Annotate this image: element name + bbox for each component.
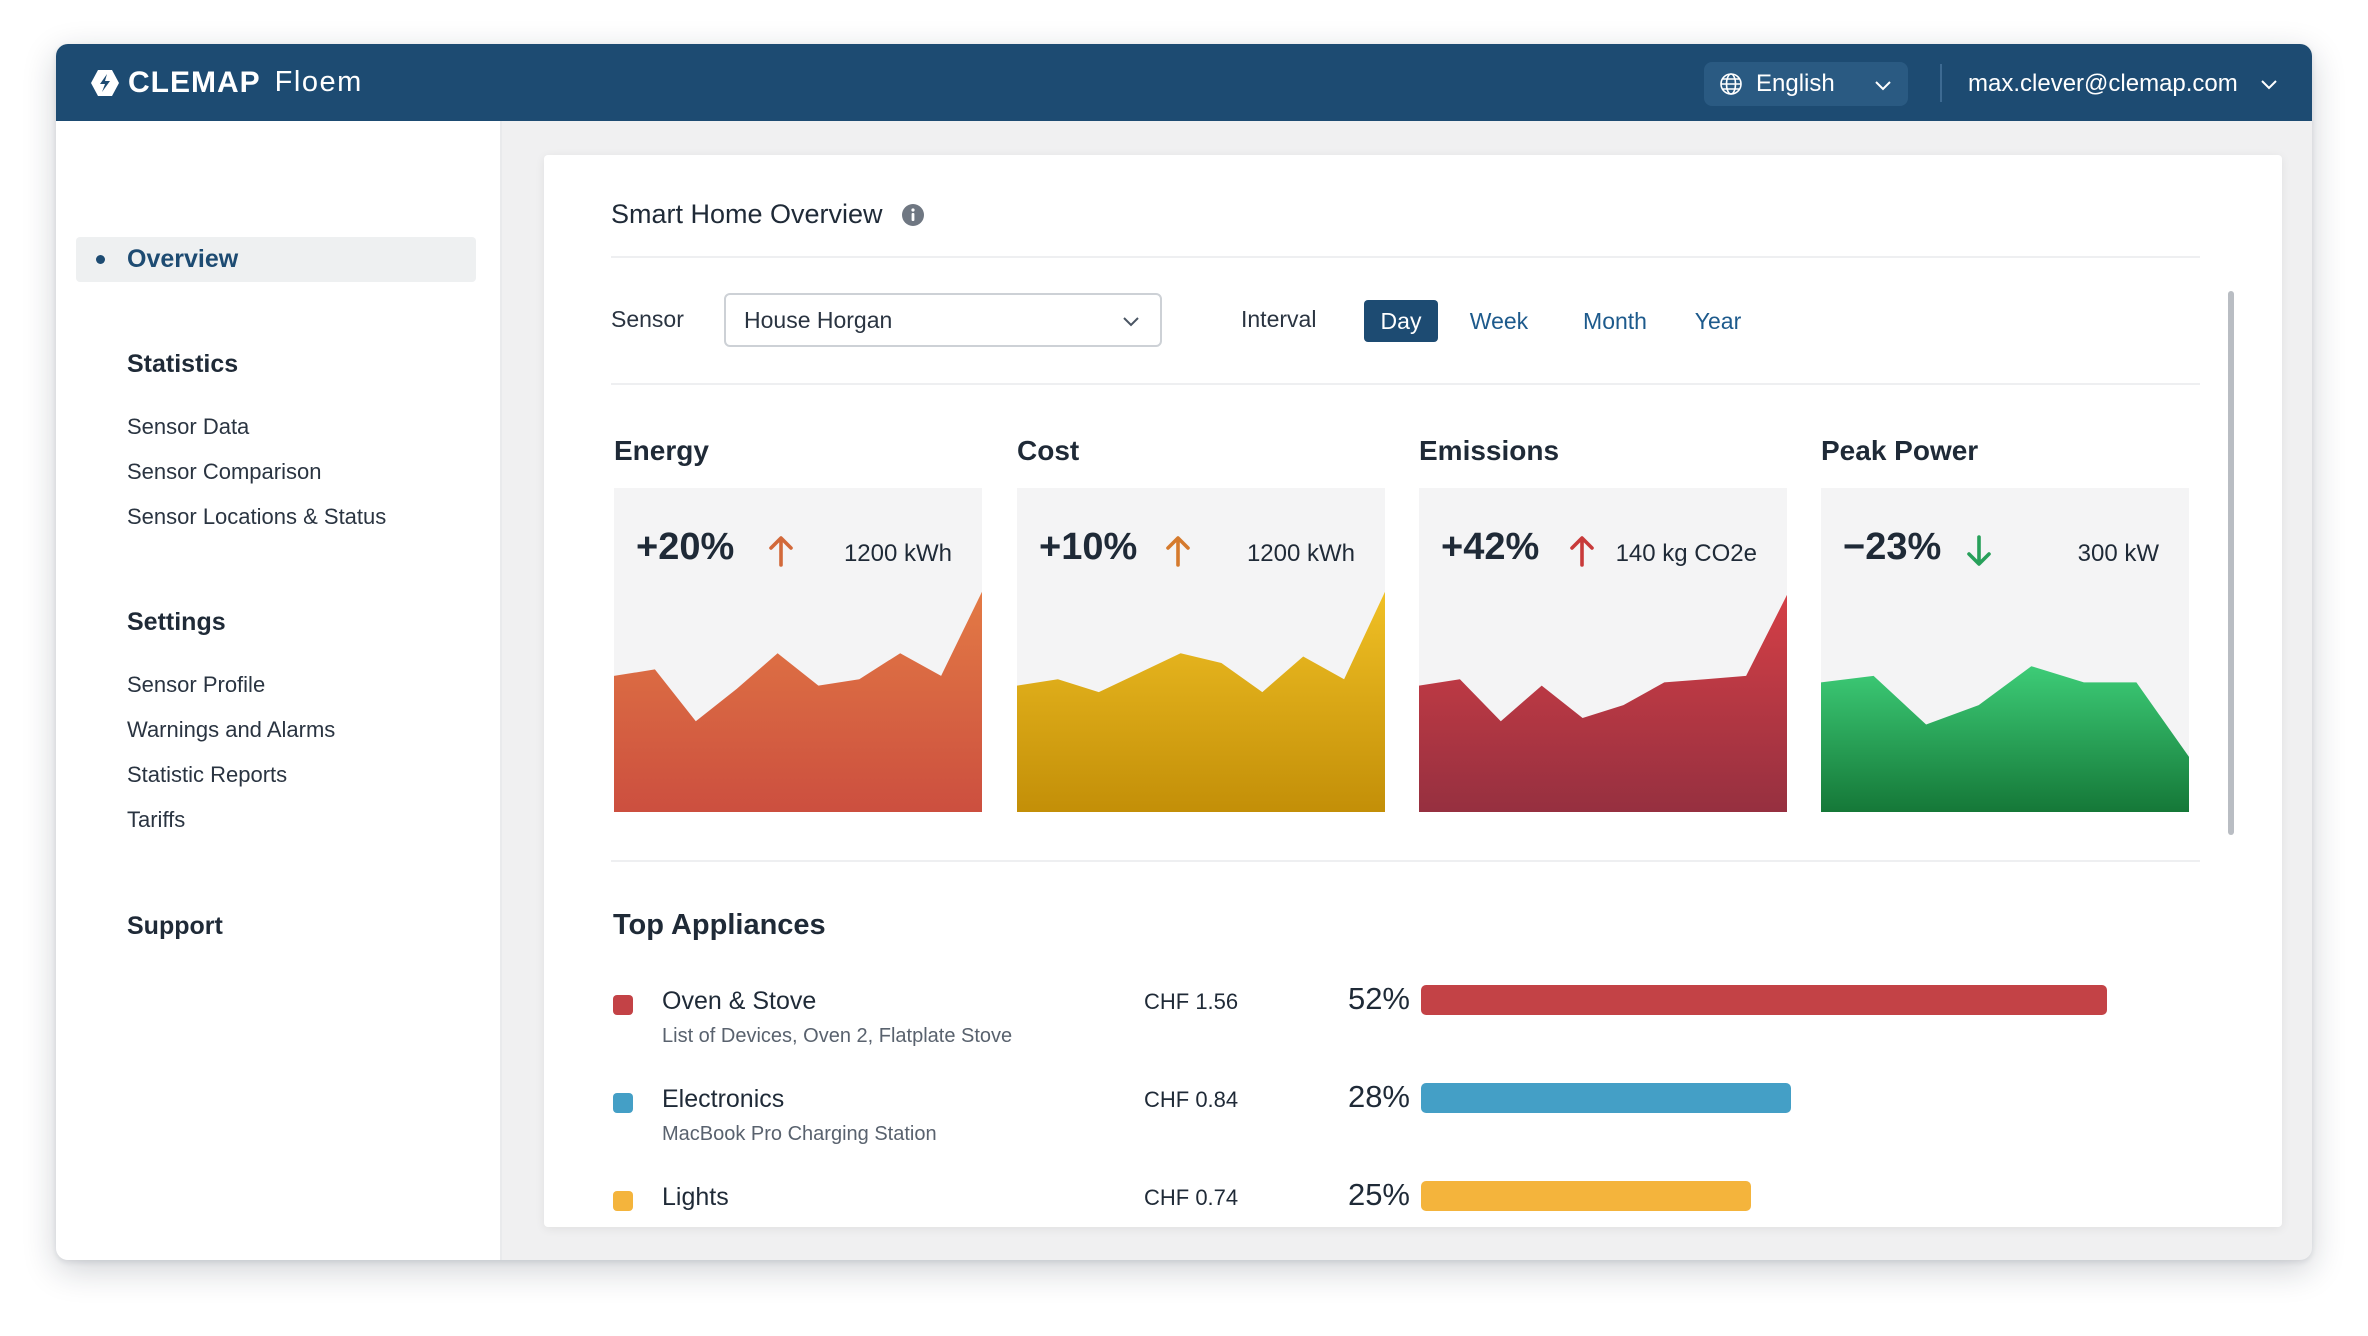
interval-day-button[interactable]: Day bbox=[1364, 300, 1438, 342]
header-divider bbox=[1940, 64, 1942, 102]
trend-area bbox=[614, 591, 982, 812]
sidebar-item-overview[interactable]: Overview bbox=[76, 237, 476, 282]
kpi-card-energy[interactable]: +20% 1200 kWh bbox=[614, 488, 982, 812]
appliance-share: 25% bbox=[1347, 1177, 1410, 1212]
chevron-down-icon bbox=[1123, 317, 1139, 327]
sidebar-section-settings: Settings bbox=[127, 608, 226, 636]
sidebar: Overview Statistics Sensor Data Sensor C… bbox=[56, 121, 502, 1260]
kpi-change: +42% bbox=[1441, 526, 1540, 568]
arrow-up-icon bbox=[1570, 536, 1594, 567]
interval-year-button[interactable]: Year bbox=[1694, 307, 1742, 334]
divider bbox=[611, 860, 2200, 862]
appliance-share-bar bbox=[1421, 1181, 1751, 1211]
sensor-select-value: House Horgan bbox=[744, 306, 893, 333]
clemap-logo-icon bbox=[91, 69, 119, 96]
appliance-price: CHF 0.74 bbox=[1144, 1185, 1239, 1210]
kpi-title-emissions: Emissions bbox=[1419, 435, 1560, 466]
user-menu[interactable]: max.clever@clemap.com bbox=[1968, 62, 2280, 106]
arrow-up-icon bbox=[1166, 536, 1190, 567]
kpi-change: +20% bbox=[636, 526, 735, 568]
appliance-devices: MacBook Pro Charging Station bbox=[662, 1123, 937, 1145]
sidebar-item-label: Overview bbox=[127, 245, 239, 273]
kpi-card-cost[interactable]: +10% 1200 kWh bbox=[1017, 488, 1385, 812]
sidebar-item-sensor-data[interactable]: Sensor Data bbox=[127, 414, 250, 439]
sidebar-item-statistic-reports[interactable]: Statistic Reports bbox=[127, 762, 288, 787]
arrow-up-icon bbox=[769, 536, 793, 567]
page-title-text: Smart Home Overview bbox=[611, 199, 883, 229]
sidebar-item-tariffs[interactable]: Tariffs bbox=[127, 807, 186, 832]
info-icon[interactable] bbox=[901, 203, 925, 227]
sidebar-item-warnings-alarms[interactable]: Warnings and Alarms bbox=[127, 717, 336, 742]
divider bbox=[611, 383, 2200, 385]
language-select[interactable]: English bbox=[1704, 62, 1908, 106]
kpi-card-peak-power[interactable]: −23% 300 kW bbox=[1821, 488, 2189, 812]
product-name: Floem bbox=[274, 66, 363, 98]
cost-trend-chart bbox=[1017, 591, 1385, 812]
kpi-amount: 140 kg CO2e bbox=[1615, 540, 1757, 567]
appliance-name: Lights bbox=[662, 1183, 729, 1211]
active-dot-icon bbox=[96, 255, 105, 264]
appliance-price: CHF 1.56 bbox=[1144, 989, 1239, 1014]
trend-area bbox=[1419, 594, 1787, 812]
top-appliances-title: Top Appliances bbox=[613, 909, 826, 941]
trend-area bbox=[1821, 666, 2189, 812]
kpi-card-emissions[interactable]: +42% 140 kg CO2e bbox=[1419, 488, 1787, 812]
appliance-share-bar bbox=[1421, 1083, 1791, 1113]
arrow-down-icon bbox=[1967, 535, 1991, 566]
sidebar-section-statistics: Statistics bbox=[127, 350, 239, 378]
divider bbox=[611, 256, 2200, 258]
color-swatch bbox=[613, 1191, 633, 1211]
overview-card: Smart Home Overview Sensor House Horgan … bbox=[544, 155, 2282, 1227]
interval-month-button[interactable]: Month bbox=[1583, 307, 1647, 334]
appliance-name: Electronics bbox=[662, 1085, 785, 1113]
sidebar-item-sensor-profile[interactable]: Sensor Profile bbox=[127, 672, 266, 697]
kpi-change: +10% bbox=[1039, 526, 1138, 568]
user-email: max.clever@clemap.com bbox=[1968, 70, 2238, 97]
appliance-share: 28% bbox=[1347, 1079, 1410, 1114]
sensor-label: Sensor bbox=[611, 306, 684, 332]
sidebar-item-sensor-comparison[interactable]: Sensor Comparison bbox=[127, 459, 322, 484]
color-swatch bbox=[613, 1093, 633, 1113]
brand-name: CLEMAP bbox=[128, 65, 261, 99]
kpi-amount: 1200 kWh bbox=[1246, 540, 1355, 567]
interval-week-button[interactable]: Week bbox=[1469, 307, 1529, 334]
appliance-devices: List of Devices, Oven 2, Flatplate Stove bbox=[662, 1025, 1013, 1047]
appliance-name: Oven & Stove bbox=[662, 987, 817, 1015]
top-bar: CLEMAP Floem English max.clever@clemap.c… bbox=[56, 44, 2312, 121]
globe-icon bbox=[1720, 73, 1742, 95]
brand[interactable]: CLEMAP Floem bbox=[90, 66, 363, 100]
sidebar-item-support[interactable]: Support bbox=[127, 912, 223, 940]
emissions-trend-chart bbox=[1419, 594, 1787, 812]
trend-area bbox=[1017, 591, 1385, 812]
interval-label: Interval bbox=[1241, 306, 1317, 332]
kpi-change: −23% bbox=[1843, 526, 1942, 568]
chevron-down-icon bbox=[2261, 80, 2277, 90]
appliance-share: 52% bbox=[1347, 981, 1410, 1016]
kpi-title-cost: Cost bbox=[1017, 435, 1080, 466]
kpi-amount: 300 kW bbox=[2077, 540, 2159, 567]
color-swatch bbox=[613, 995, 633, 1015]
appliance-share-bar bbox=[1421, 985, 2107, 1015]
language-label: English bbox=[1756, 70, 1835, 97]
chevron-down-icon bbox=[1875, 81, 1891, 91]
page-title: Smart Home Overview bbox=[611, 199, 925, 230]
kpi-title-energy: Energy bbox=[614, 435, 709, 466]
sensor-select[interactable]: House Horgan bbox=[724, 293, 1162, 347]
app-window: CLEMAP Floem English max.clever@clemap.c… bbox=[56, 44, 2312, 1260]
scrollbar[interactable] bbox=[2228, 291, 2234, 835]
peak-power-trend-chart bbox=[1821, 666, 2189, 812]
appliance-price: CHF 0.84 bbox=[1144, 1087, 1239, 1112]
energy-trend-chart bbox=[614, 591, 982, 812]
kpi-title-peak-power: Peak Power bbox=[1821, 435, 1979, 466]
sidebar-item-sensor-locations[interactable]: Sensor Locations & Status bbox=[127, 504, 387, 529]
kpi-amount: 1200 kWh bbox=[843, 540, 952, 567]
